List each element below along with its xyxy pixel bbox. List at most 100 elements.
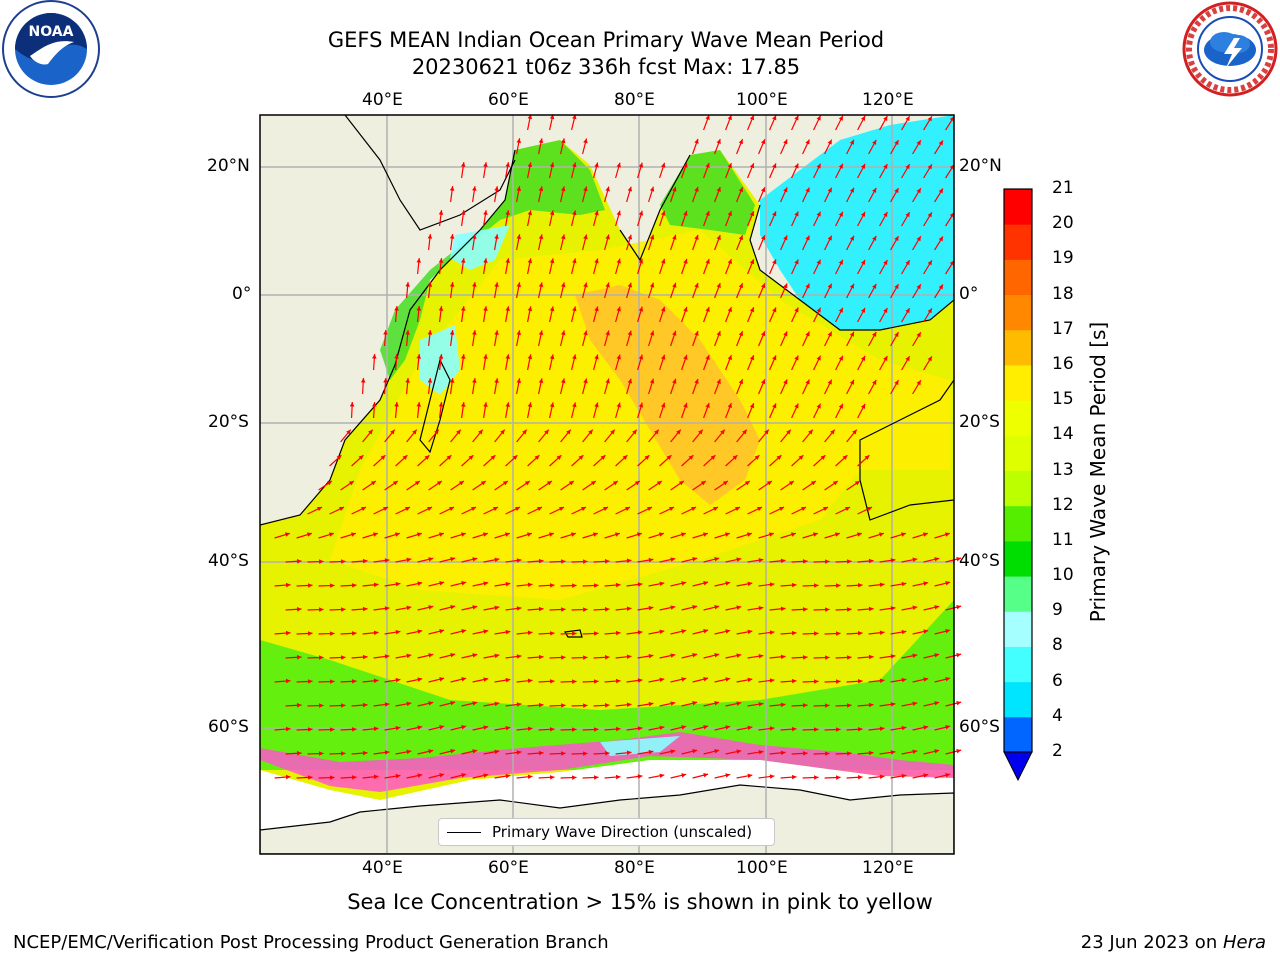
colorbar-band: [1004, 329, 1032, 366]
wave-arrow-head: [460, 306, 466, 311]
wave-arrow-head: [416, 258, 422, 263]
wave-arrow-head: [934, 605, 940, 610]
wave-arrow-head: [703, 677, 709, 682]
wave-arrow-head: [814, 631, 819, 636]
wave-arrow-head: [827, 331, 832, 337]
wave-arrow-head: [438, 306, 444, 311]
wave-arrow-head: [727, 163, 732, 169]
wave-arrow-head: [956, 749, 962, 754]
wave-arrow-head: [794, 355, 799, 361]
wave-arrow-head: [505, 402, 510, 408]
wave-arrow-head: [956, 605, 962, 610]
wave-arrow-head: [427, 282, 433, 287]
wave-arrow-head: [632, 429, 637, 435]
wave-arrow-head: [868, 558, 874, 564]
wave-arrow-head: [416, 354, 422, 359]
wave-arrow-head: [769, 630, 775, 635]
wave-arrow-head: [306, 532, 312, 537]
wave-arrow-head: [872, 139, 877, 145]
wave-arrow-head: [460, 354, 466, 359]
wave-arrow-head: [912, 653, 918, 658]
wave-arrow-head: [561, 703, 566, 708]
wave-arrow-head: [362, 654, 368, 660]
wave-arrow-head: [483, 258, 488, 263]
wave-arrow-head: [394, 402, 399, 407]
wave-arrow-head: [847, 703, 852, 708]
wave-arrow-head: [428, 653, 434, 658]
wave-arrow-head: [883, 260, 888, 266]
wave-arrow-head: [758, 701, 764, 707]
wave-arrow-head: [638, 258, 644, 264]
wave-arrow-head: [538, 378, 544, 384]
wave-arrow-head: [534, 455, 540, 460]
wave-arrow-head: [805, 331, 810, 337]
wave-arrow-head: [868, 750, 874, 756]
wave-arrow-head: [883, 356, 888, 362]
wave-arrow-head: [527, 582, 533, 588]
wave-arrow-head: [705, 306, 710, 312]
wave-arrow-head: [483, 773, 489, 778]
wave-arrow-head: [769, 726, 775, 731]
wave-arrow-head: [648, 701, 654, 707]
lon-label-bottom-40e: 40°E: [362, 858, 403, 878]
wave-arrow-head: [594, 258, 599, 264]
wave-arrow-head: [405, 282, 410, 287]
wave-arrow-head: [694, 282, 699, 288]
wave-arrow-head: [927, 164, 932, 170]
colorbar-tick-label: 19: [1052, 248, 1074, 269]
wave-arrow-head: [603, 506, 609, 512]
wave-arrow-head: [505, 258, 510, 264]
wave-arrow-head: [560, 378, 566, 384]
wave-arrow-head: [832, 481, 838, 486]
wave-arrow-head: [319, 703, 324, 708]
wave-arrow-head: [544, 429, 549, 435]
colorbar-label: Primary Wave Mean Period [s]: [1086, 321, 1110, 623]
wave-arrow-head: [692, 701, 698, 706]
wave-arrow-head: [616, 210, 621, 216]
wave-arrow-head: [626, 558, 632, 564]
wave-arrow-head: [505, 725, 511, 731]
wave-arrow-head: [727, 259, 732, 265]
wave-arrow-head: [460, 402, 466, 407]
wave-arrow-head: [588, 429, 593, 435]
wave-arrow-head: [538, 138, 544, 144]
wave-arrow-head: [605, 282, 610, 288]
wave-arrow-head: [938, 140, 943, 146]
wave-arrow-head: [879, 678, 885, 683]
colorbar-band: [1004, 470, 1032, 507]
wave-arrow-head: [449, 378, 455, 383]
wave-arrow-head: [760, 379, 766, 385]
wave-arrow-head: [615, 726, 621, 732]
wave-arrow-head: [868, 654, 874, 660]
wave-arrow-head: [390, 429, 395, 435]
wave-arrow-head: [560, 234, 566, 240]
lon-label-top-100e: 100°E: [736, 90, 788, 110]
wave-arrow-head: [681, 629, 687, 634]
wave-arrow-head: [727, 211, 732, 217]
wave-arrow-head: [524, 481, 530, 486]
wave-arrow-head: [825, 703, 830, 708]
wave-arrow-head: [732, 455, 738, 460]
wave-arrow-head: [395, 725, 401, 731]
wave-arrow-head: [361, 506, 367, 512]
wave-arrow-head: [439, 725, 445, 730]
wave-arrow-head: [670, 653, 676, 658]
wave-arrow-head: [594, 306, 599, 312]
wave-arrow-head: [362, 702, 368, 708]
wave-arrow-head: [637, 774, 643, 779]
wave-arrow-head: [516, 654, 522, 659]
wave-arrow-head: [854, 481, 860, 486]
wave-arrow-head: [561, 559, 566, 564]
wave-arrow-head: [916, 236, 921, 242]
wave-arrow-head: [637, 582, 643, 587]
wave-arrow-head: [694, 330, 699, 336]
wave-arrow-head: [660, 354, 666, 360]
wave-arrow-head: [825, 559, 830, 564]
wave-arrow-head: [872, 235, 877, 241]
wave-arrow-head: [749, 259, 755, 265]
colorbar-tick-label: 8: [1052, 635, 1063, 656]
wave-arrow-head: [681, 773, 687, 778]
wave-arrow-head: [549, 402, 555, 408]
wave-arrow-head: [772, 211, 777, 217]
wave-arrow-head: [616, 306, 621, 312]
